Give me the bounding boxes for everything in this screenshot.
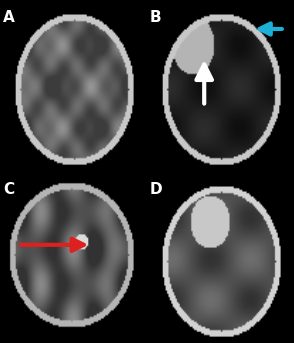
Text: A: A [3,10,15,25]
Text: D: D [150,182,163,197]
Text: B: B [150,10,162,25]
Text: C: C [3,182,14,197]
